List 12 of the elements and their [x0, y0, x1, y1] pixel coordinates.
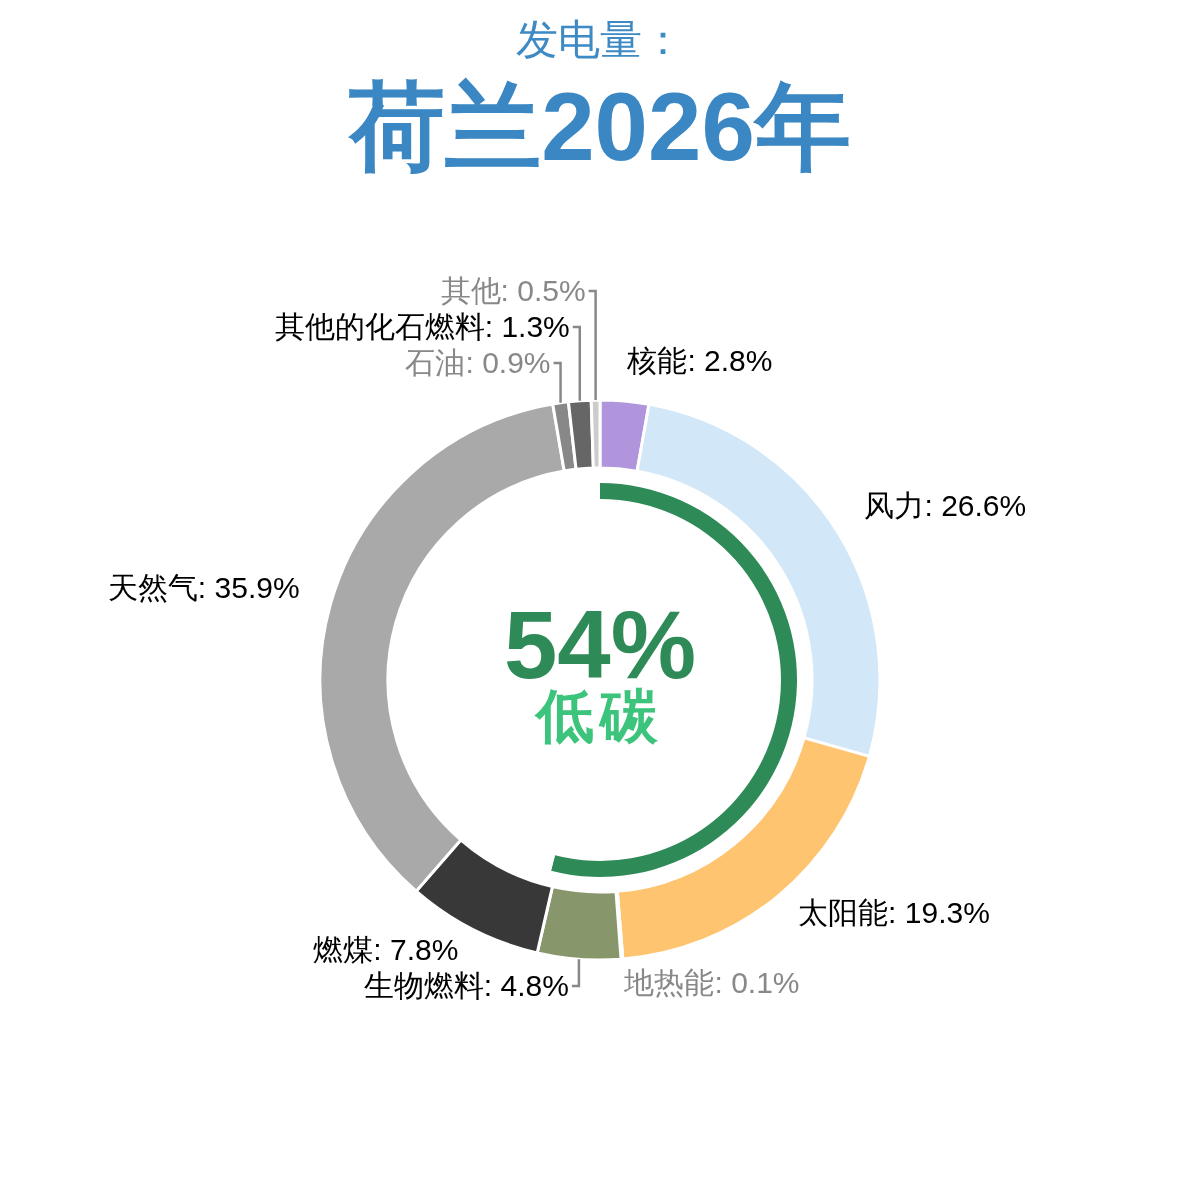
data-label: : 26.6%	[924, 489, 1027, 523]
data-label: : 0.5%	[500, 274, 586, 308]
data-label: : 4.8%	[483, 968, 569, 1002]
data-label: : 35.9%	[197, 570, 300, 604]
data-label: : 0.9%	[465, 346, 551, 380]
chart-title: 荷兰2026年	[348, 73, 851, 180]
data-label: : 0.1%	[714, 966, 800, 1000]
data-label: : 2.8%	[687, 344, 773, 378]
data-label: : 7.8%	[373, 932, 459, 966]
chart-subtitle: 发电量：	[516, 16, 684, 63]
data-label: : 19.3%	[888, 896, 990, 930]
data-label: : 1.3%	[484, 310, 570, 344]
